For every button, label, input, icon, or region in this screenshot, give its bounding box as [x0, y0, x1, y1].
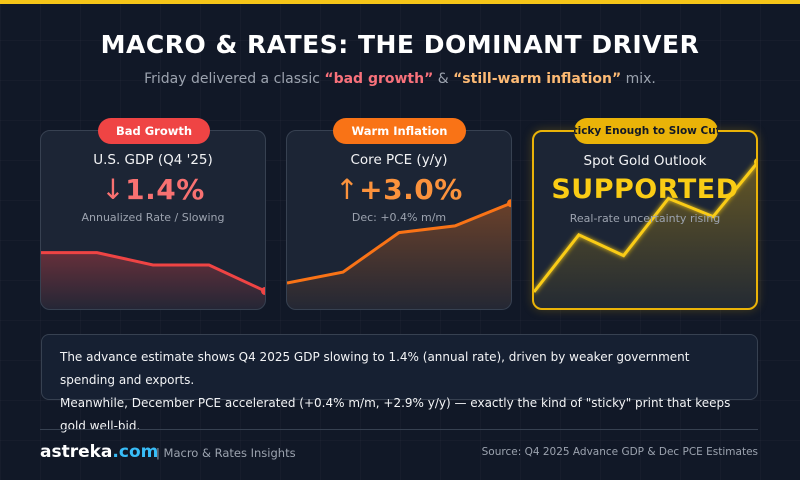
- source-note: Source: Q4 2025 Advance GDP & Dec PCE Es…: [481, 446, 758, 458]
- subtitle-text-post: mix.: [621, 71, 656, 87]
- gold-trend-area: [534, 164, 756, 308]
- gdp-card-title: U.S. GDP (Q4 '25): [93, 152, 213, 168]
- pce-card-value: ↑+3.0%: [287, 173, 511, 206]
- footer-divider: [40, 429, 758, 430]
- pce-card: Core PCE (y/y) ↑+3.0% Dec: +0.4% m/m: [286, 130, 512, 310]
- gold-trend-chart: [534, 158, 756, 308]
- brand-tagline: | Macro & Rates Insights: [156, 446, 296, 460]
- gold-card-value: SUPPORTED: [551, 174, 739, 205]
- pce-trend-endpoint: [507, 199, 511, 208]
- brand-logo[interactable]: astreka.com: [40, 442, 158, 462]
- page-subtitle: Friday delivered a classic “bad growth” …: [0, 71, 800, 87]
- summary-line-2: Meanwhile, December PCE accelerated (+0.…: [60, 396, 731, 433]
- gdp-trend-area: [41, 252, 265, 309]
- bad-growth-badge: Bad Growth: [98, 118, 210, 144]
- gdp-trend-endpoint: [261, 287, 265, 295]
- gold-trend-endpoint: [754, 158, 756, 166]
- gdp-trend-line: [41, 251, 265, 293]
- warm-inflation-badge: Warm Inflation: [333, 118, 466, 144]
- gdp-value-text: 1.4%: [125, 173, 205, 206]
- gold-card-title: Spot Gold Outlook: [583, 153, 707, 169]
- pce-trend-line: [287, 201, 511, 285]
- pce-card-subtitle: Dec: +0.4% m/m: [351, 211, 447, 224]
- gdp-card-value: ↓1.4%: [41, 173, 265, 206]
- pce-card-title: Core PCE (y/y): [350, 152, 448, 168]
- gold-card-subtitle: Real-rate uncertainty rising: [569, 212, 721, 225]
- gold-outlook-card: Spot Gold Outlook SUPPORTED Real-rate un…: [532, 130, 758, 310]
- subtitle-text-pre: Friday delivered a classic: [144, 71, 325, 87]
- page-title: MACRO & RATES: THE DOMINANT DRIVER: [100, 30, 700, 59]
- gdp-trend-chart: [41, 251, 265, 309]
- gdp-card: U.S. GDP (Q4 '25) ↓1.4% Annualized Rate …: [40, 130, 266, 310]
- gold-trend-line: [534, 162, 756, 293]
- up-arrow-icon: ↑: [335, 173, 360, 206]
- brand-name: astreka: [40, 442, 113, 462]
- subtitle-text-mid: &: [433, 71, 454, 87]
- pce-trend-area: [287, 203, 511, 309]
- subtitle-highlight-bad-growth: “bad growth”: [324, 71, 434, 87]
- down-arrow-icon: ↓: [101, 173, 126, 206]
- subtitle-highlight-warm-inflation: “still-warm inflation”: [453, 71, 622, 87]
- summary-note: The advance estimate shows Q4 2025 GDP s…: [41, 334, 758, 433]
- pce-value-text: +3.0%: [359, 173, 463, 206]
- pce-trend-chart: [287, 199, 511, 309]
- gdp-card-subtitle: Annualized Rate / Slowing: [81, 211, 225, 224]
- brand-tld: .com: [112, 442, 159, 462]
- top-accent-bar: [0, 0, 800, 4]
- sticky-cuts-badge: Sticky Enough to Slow Cuts: [574, 118, 718, 144]
- summary-line-1: The advance estimate shows Q4 2025 GDP s…: [60, 350, 690, 387]
